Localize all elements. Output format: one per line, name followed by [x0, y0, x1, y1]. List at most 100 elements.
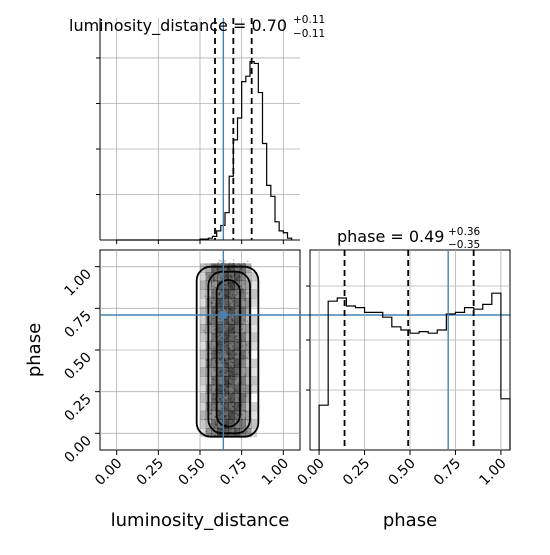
- scatter-point: [224, 260, 226, 262]
- density-cell: [222, 410, 229, 420]
- scatter-point: [234, 336, 237, 339]
- density-cell: [200, 324, 207, 334]
- density-cell: [228, 358, 235, 368]
- scatter-point: [213, 328, 216, 331]
- density-cell: [222, 289, 229, 299]
- density-cell: [245, 280, 252, 290]
- scatter-point: [245, 344, 248, 346]
- density-cell: [228, 324, 235, 334]
- scatter-point: [217, 261, 220, 264]
- x-tick-label: 1.00: [476, 456, 509, 489]
- scatter-point: [243, 299, 246, 302]
- density-cell: [251, 298, 258, 308]
- scatter-point: [232, 259, 235, 262]
- scatter-point: [205, 273, 208, 276]
- scatter-point: [235, 378, 237, 381]
- density-cell: [217, 324, 224, 334]
- density-cell: [205, 428, 212, 438]
- x-axis-label-phase: phase: [383, 510, 437, 531]
- density-cell: [200, 358, 207, 368]
- density-cell: [211, 376, 218, 386]
- density-cell: [239, 341, 246, 351]
- density-cell: [228, 298, 235, 308]
- scatter-point: [245, 356, 248, 359]
- density-cell: [234, 263, 241, 273]
- density-cell: [222, 393, 229, 403]
- x-axis-label-luminosity-distance: luminosity_distance: [111, 510, 290, 531]
- density-cell: [200, 306, 207, 316]
- density-cell: [239, 419, 246, 429]
- density-cell: [217, 376, 224, 386]
- density-cell: [200, 367, 207, 377]
- density-cell: [200, 298, 207, 308]
- density-cell: [211, 419, 218, 429]
- density-cell: [211, 289, 218, 299]
- density-cell: [211, 428, 218, 438]
- density-cell: [245, 393, 252, 403]
- density-cell: [251, 315, 258, 325]
- density-cell: [200, 332, 207, 342]
- density-cell: [228, 289, 235, 299]
- scatter-point: [245, 394, 248, 397]
- density-cell: [234, 332, 241, 342]
- density-cell: [217, 306, 224, 316]
- density-cell: [200, 402, 207, 412]
- scatter-point: [234, 376, 237, 379]
- density-cell: [228, 410, 235, 420]
- scatter-point: [240, 323, 243, 326]
- scatter-point: [244, 417, 247, 420]
- scatter-point: [235, 335, 238, 338]
- density-cell: [239, 332, 246, 342]
- scatter-point: [235, 293, 238, 296]
- density-cell: [239, 306, 246, 316]
- scatter-point: [242, 387, 245, 390]
- scatter-point: [242, 390, 245, 393]
- x-tick-label: 0.75: [217, 456, 250, 489]
- density-cell: [222, 280, 229, 290]
- scatter-point: [210, 384, 213, 387]
- density-cell: [205, 272, 212, 282]
- scatter-point: [243, 298, 246, 301]
- density-cell: [228, 350, 235, 360]
- luminosity-distance-title-lower: −0.11: [293, 28, 325, 40]
- density-cell: [200, 384, 207, 394]
- scatter-point: [220, 260, 223, 263]
- density-cell: [200, 376, 207, 386]
- density-cell: [211, 402, 218, 412]
- scatter-point: [204, 418, 206, 421]
- scatter-point: [212, 347, 215, 350]
- scatter-point: [235, 294, 237, 296]
- density-cell: [228, 280, 235, 290]
- density-cell: [211, 410, 218, 420]
- density-cell: [228, 332, 235, 342]
- density-cell: [234, 402, 241, 412]
- scatter-point: [210, 302, 213, 304]
- density-cell: [234, 376, 241, 386]
- density-cell: [245, 358, 252, 368]
- density-cell: [228, 306, 235, 316]
- density-cell: [200, 428, 207, 438]
- scatter-point: [209, 422, 212, 425]
- density-cell: [239, 350, 246, 360]
- density-cell: [211, 272, 218, 282]
- density-cell: [234, 341, 241, 351]
- density-cell: [228, 376, 235, 386]
- scatter-point: [244, 410, 247, 413]
- scatter-point: [236, 292, 239, 294]
- density-cell: [222, 419, 229, 429]
- density-cell: [251, 384, 258, 394]
- x-tick-label: 0.25: [340, 456, 373, 489]
- contour-mid: [207, 270, 251, 435]
- density-cell: [239, 298, 246, 308]
- density-cell: [205, 263, 212, 273]
- scatter-point: [241, 287, 244, 290]
- scatter-point: [211, 302, 214, 305]
- scatter-point: [240, 285, 242, 288]
- scatter-point: [246, 292, 249, 295]
- density-cell: [251, 324, 258, 334]
- density-cell: [245, 402, 252, 412]
- density-cell: [251, 410, 258, 420]
- scatter-point: [209, 417, 212, 420]
- density-cell: [211, 393, 218, 403]
- contour-inner: [215, 279, 241, 428]
